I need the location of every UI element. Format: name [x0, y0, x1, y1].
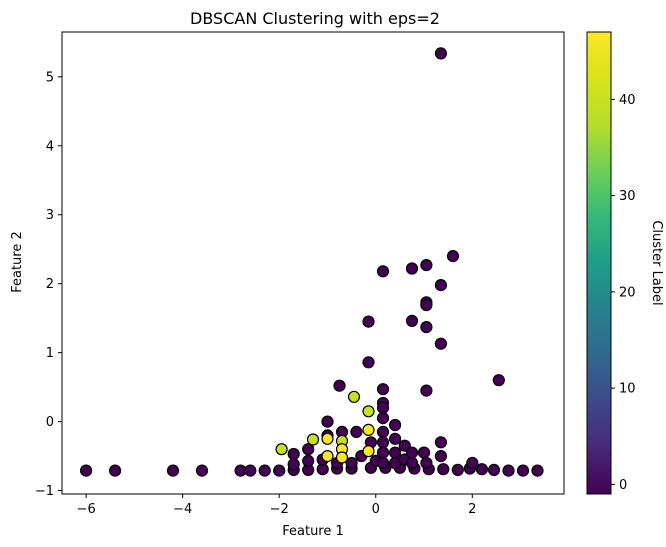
y-tick-label: 3: [46, 208, 54, 223]
colorbar-label: Cluster Label: [649, 220, 664, 305]
data-point: [434, 337, 447, 350]
data-point: [258, 464, 271, 477]
colorbar-tick-label: 10: [619, 382, 636, 397]
data-point: [79, 464, 93, 477]
data-point: [376, 265, 390, 278]
x-tick-label: −6: [77, 502, 96, 517]
data-point: [275, 443, 288, 456]
data-point: [405, 446, 419, 459]
data-point: [347, 390, 361, 403]
x-tick-label: −2: [270, 502, 289, 517]
data-point: [446, 250, 460, 263]
data-point: [405, 262, 419, 275]
y-axis-ticks: −1 0 1 2 3 4 5: [35, 70, 62, 499]
data-point: [335, 451, 349, 464]
colorbar-ticks: 0 10 20 30 40: [611, 93, 636, 493]
data-point: [350, 425, 363, 438]
data-point: [434, 450, 447, 463]
data-point: [321, 450, 334, 463]
data-point: [166, 464, 180, 477]
data-point: [376, 446, 390, 459]
data-point: [302, 454, 315, 467]
data-point: [195, 464, 209, 477]
y-tick-label: −1: [35, 484, 54, 499]
data-point: [420, 259, 433, 272]
colorbar-tick-label: 0: [619, 478, 627, 493]
data-point: [516, 464, 530, 477]
data-point: [333, 379, 346, 392]
data-point: [287, 458, 300, 471]
data-point: [420, 299, 433, 312]
data-point: [389, 446, 402, 459]
y-tick-label: 2: [46, 277, 54, 292]
y-axis-label: Feature 2: [10, 231, 25, 293]
data-point: [531, 464, 544, 477]
data-point: [376, 456, 390, 470]
y-tick-label: 5: [46, 70, 54, 85]
data-point: [321, 415, 334, 428]
data-point: [420, 321, 433, 334]
data-point: [466, 456, 479, 470]
data-point: [389, 418, 402, 432]
plot-area: [61, 31, 565, 495]
colorbar: [586, 31, 612, 495]
data-point: [475, 463, 488, 476]
x-tick-label: 2: [468, 502, 476, 517]
data-point: [405, 456, 419, 470]
x-axis-label: Feature 1: [282, 524, 344, 539]
y-tick-label: 1: [46, 346, 54, 361]
chart-title: DBSCAN Clustering with eps=2: [190, 9, 440, 28]
data-point: [273, 464, 286, 477]
data-point: [434, 436, 447, 449]
data-point: [362, 356, 375, 369]
colorbar-tick-label: 30: [619, 189, 636, 204]
colorbar-tick-label: 40: [619, 93, 636, 108]
x-axis-ticks: −6 −4 −2 0 2: [77, 494, 476, 517]
data-point: [389, 432, 402, 445]
data-point: [405, 314, 419, 327]
data-point: [376, 412, 390, 425]
data-point: [492, 374, 505, 387]
data-point: [451, 463, 464, 476]
y-tick-label: 0: [46, 415, 54, 430]
data-point: [398, 439, 411, 452]
data-point: [487, 463, 501, 476]
data-point: [362, 315, 375, 328]
data-point: [345, 456, 358, 470]
data-point: [287, 447, 300, 461]
data-point: [376, 401, 390, 414]
data-point: [321, 432, 334, 445]
data-point: [420, 384, 433, 397]
data-point: [362, 405, 375, 418]
data-point: [420, 456, 433, 470]
data-point: [376, 436, 390, 449]
data-point: [362, 423, 375, 436]
data-point: [244, 464, 257, 477]
data-point: [306, 433, 320, 446]
data-point: [434, 47, 447, 60]
colorbar-tick-label: 20: [619, 285, 636, 300]
data-point: [376, 383, 390, 396]
data-point: [362, 445, 375, 458]
data-point: [302, 443, 315, 456]
data-point: [502, 464, 515, 477]
data-point: [437, 463, 450, 476]
y-tick-label: 4: [46, 139, 54, 154]
data-point: [376, 425, 390, 438]
data-point: [108, 464, 122, 477]
x-tick-label: −4: [173, 502, 192, 517]
x-tick-label: 0: [372, 502, 380, 517]
scatter-points: [79, 47, 544, 477]
data-point: [434, 279, 447, 292]
data-point: [417, 446, 431, 459]
